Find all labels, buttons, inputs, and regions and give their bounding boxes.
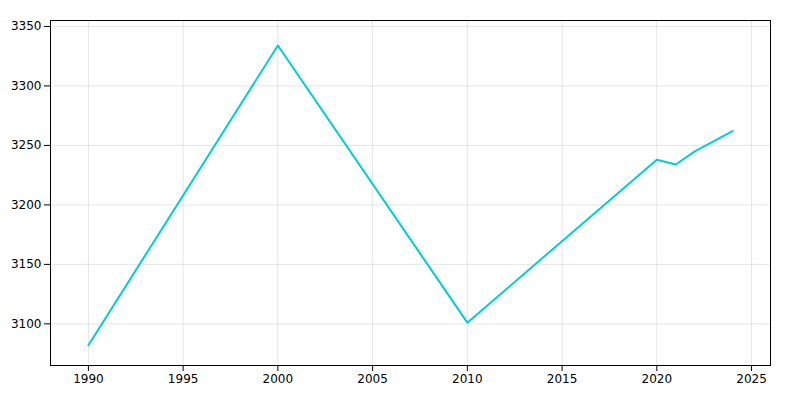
svg-text:2020: 2020 [642,372,673,386]
svg-text:3350: 3350 [11,19,42,33]
svg-text:2015: 2015 [547,372,578,386]
svg-text:2005: 2005 [357,372,388,386]
svg-text:1990: 1990 [73,372,104,386]
svg-text:3150: 3150 [11,257,42,271]
svg-text:3100: 3100 [11,317,42,331]
svg-text:2010: 2010 [452,372,483,386]
svg-text:2025: 2025 [736,372,767,386]
svg-text:3300: 3300 [11,79,42,93]
svg-text:3250: 3250 [11,138,42,152]
svg-text:2000: 2000 [263,372,294,386]
svg-text:1995: 1995 [168,372,199,386]
svg-text:3200: 3200 [11,198,42,212]
